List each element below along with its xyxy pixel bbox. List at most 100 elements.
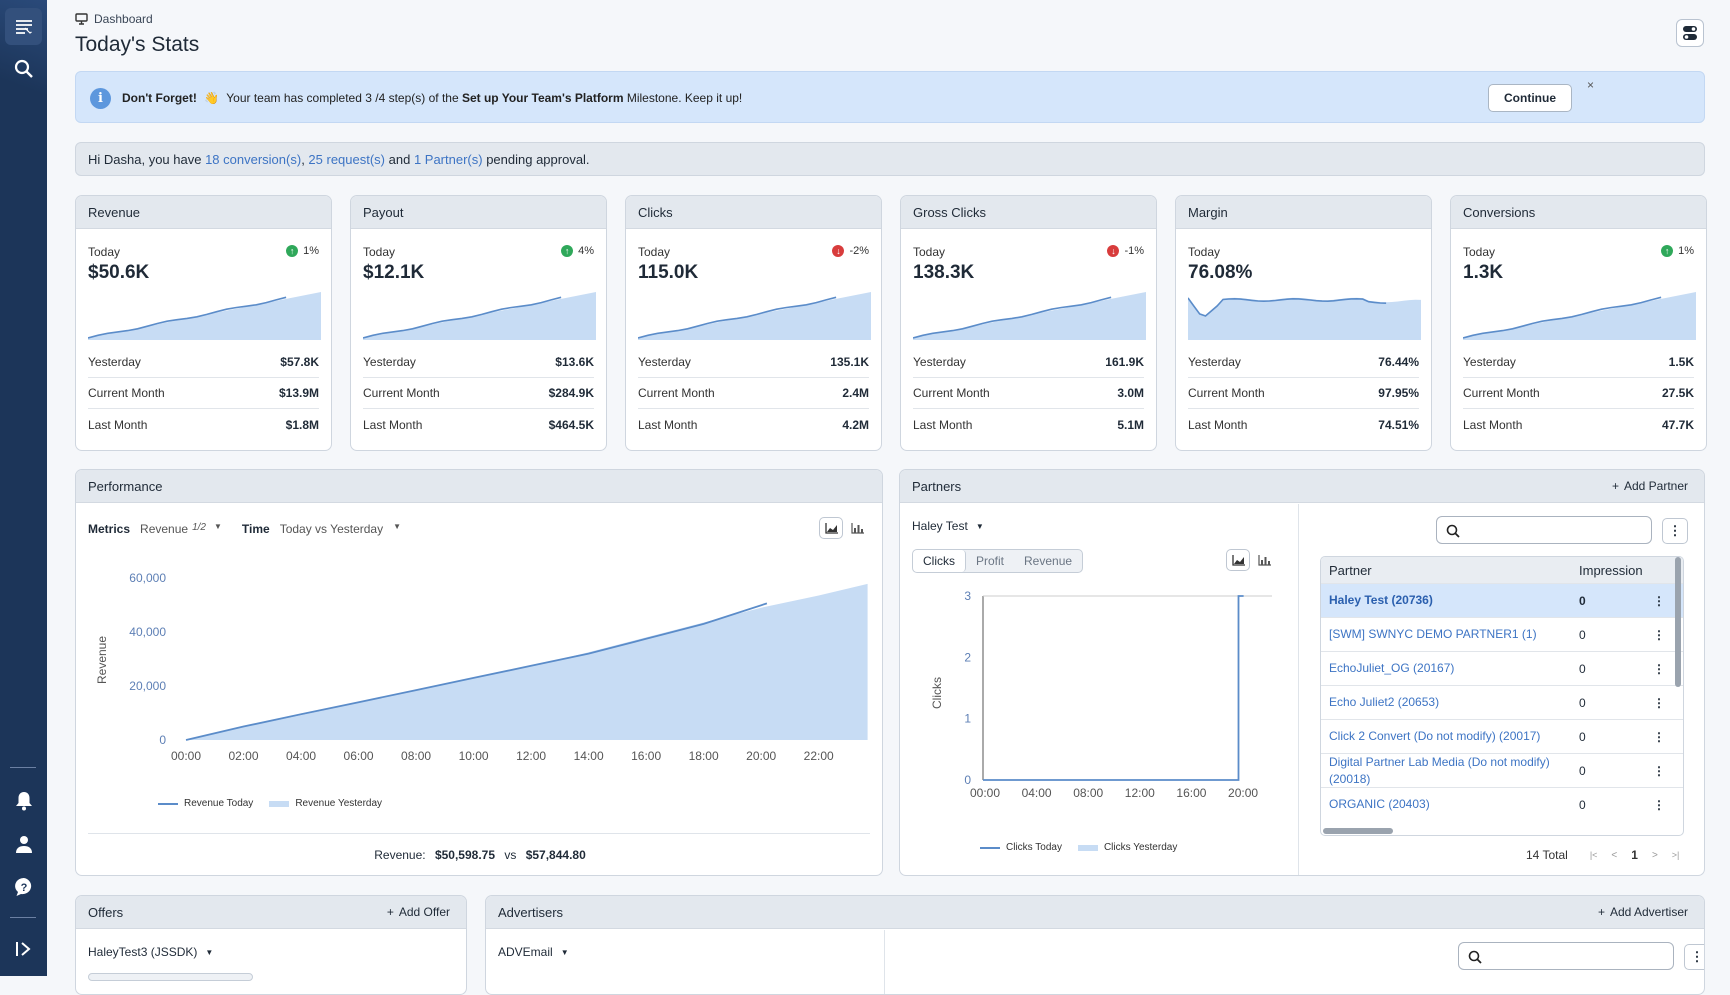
first-page-icon[interactable]: |< bbox=[1589, 850, 1598, 860]
area-chart-toggle[interactable] bbox=[819, 517, 843, 539]
last-page-icon[interactable]: >| bbox=[1671, 850, 1680, 860]
search-icon bbox=[1446, 524, 1460, 538]
partner-name-link[interactable]: Digital Partner Lab Media (Do not modify… bbox=[1329, 754, 1550, 786]
tab-profit[interactable]: Profit bbox=[976, 554, 1005, 568]
row-kebab-icon[interactable]: ⋮ bbox=[1653, 695, 1665, 710]
close-banner-button[interactable]: × bbox=[1587, 78, 1595, 92]
x-tick-label: 16:00 bbox=[1176, 786, 1206, 800]
sparkline-yesterday-area bbox=[638, 292, 871, 340]
advertiser-search-input[interactable] bbox=[1458, 942, 1674, 970]
col-partner[interactable]: Partner bbox=[1329, 562, 1372, 578]
add-partner-button[interactable]: + Add Partner bbox=[1612, 479, 1688, 493]
advertisers-title: Advertisers bbox=[498, 905, 564, 920]
stat-row: Yesterday $57.8K bbox=[88, 347, 319, 378]
pending-partners-link[interactable]: 1 Partner(s) bbox=[413, 152, 483, 167]
pending-requests-link[interactable]: 25 request(s) bbox=[308, 152, 386, 167]
row-kebab-icon[interactable]: ⋮ bbox=[1653, 763, 1665, 778]
metrics-select[interactable]: Revenue 1/2 ▼ bbox=[140, 522, 222, 536]
partner-options-button[interactable]: ⋮ bbox=[1662, 518, 1688, 544]
stat-row: Yesterday 1.5K bbox=[1463, 347, 1694, 378]
stat-row-value: 5.1M bbox=[1117, 417, 1144, 432]
x-tick-label: 00:00 bbox=[171, 749, 201, 763]
table-row[interactable]: [SWM] SWNYC DEMO PARTNER1 (1) 0 ⋮ bbox=[1321, 617, 1683, 651]
partner-name-link[interactable]: ORGANIC (20403) bbox=[1329, 797, 1430, 811]
offers-card: Offers + Add Offer HaleyTest3 (JSSDK) ▼ bbox=[75, 895, 467, 995]
partner-name-link[interactable]: Click 2 Convert (Do not modify) (20017) bbox=[1329, 729, 1541, 743]
profile-button[interactable] bbox=[5, 825, 42, 862]
sparkline-yesterday-area bbox=[913, 292, 1146, 340]
table-row[interactable]: EchoJuliet_OG (20167) 0 ⋮ bbox=[1321, 651, 1683, 685]
row-kebab-icon[interactable]: ⋮ bbox=[1653, 729, 1665, 744]
offer-select-value: HaleyTest3 (JSSDK) bbox=[88, 945, 198, 959]
col-impressions[interactable]: Impression bbox=[1579, 562, 1643, 578]
legend-swatch-yesterday bbox=[269, 800, 290, 807]
prev-page-icon[interactable]: < bbox=[1611, 849, 1618, 861]
row-kebab-icon[interactable]: ⋮ bbox=[1653, 661, 1665, 676]
row-kebab-icon[interactable]: ⋮ bbox=[1653, 627, 1665, 642]
partner-name-link[interactable]: [SWM] SWNYC DEMO PARTNER1 (1) bbox=[1329, 627, 1537, 641]
menu-button[interactable] bbox=[5, 8, 42, 45]
pending-conversions-link[interactable]: 18 conversion(s) bbox=[205, 152, 302, 167]
offer-select[interactable]: HaleyTest3 (JSSDK) ▼ bbox=[88, 945, 213, 959]
x-tick-label: 12:00 bbox=[516, 749, 546, 763]
table-row[interactable]: Echo Juliet2 (20653) 0 ⋮ bbox=[1321, 685, 1683, 719]
partner-select[interactable]: Haley Test ▼ bbox=[912, 519, 984, 533]
next-page-icon[interactable]: > bbox=[1651, 849, 1658, 861]
sparkline-chart bbox=[1188, 297, 1421, 340]
time-select[interactable]: Today vs Yesterday ▼ bbox=[280, 522, 401, 536]
advertiser-options-button[interactable]: ⋮ bbox=[1684, 944, 1704, 970]
clicks-chart: 0 1 2 3 00:00 04:00 08:00 12:00 16:00 20:00 Clicks bbox=[930, 589, 1272, 800]
caret-down-icon: ▼ bbox=[975, 521, 984, 531]
legend-label-today: Revenue Today bbox=[184, 798, 254, 809]
stat-row-label: Yesterday bbox=[88, 355, 141, 369]
partner-name-link[interactable]: EchoJuliet_OG (20167) bbox=[1329, 661, 1455, 675]
add-advertiser-button[interactable]: + Add Advertiser bbox=[1598, 905, 1688, 919]
partner-search-input[interactable] bbox=[1436, 516, 1652, 544]
expand-sidebar-button[interactable] bbox=[5, 930, 42, 967]
help-icon: ? bbox=[14, 877, 31, 896]
partner-area-chart-toggle[interactable] bbox=[1226, 549, 1250, 571]
table-row[interactable]: Haley Test (20736) 0 ⋮ bbox=[1321, 583, 1683, 617]
tab-revenue[interactable]: Revenue bbox=[1024, 554, 1073, 568]
add-offer-button[interactable]: + Add Offer bbox=[387, 905, 450, 919]
offer-tabs[interactable] bbox=[88, 973, 253, 981]
row-kebab-icon[interactable]: ⋮ bbox=[1653, 593, 1665, 608]
stat-row-label: Last Month bbox=[1188, 417, 1248, 432]
search-icon bbox=[14, 59, 33, 78]
partner-name-link[interactable]: Haley Test (20736) bbox=[1329, 593, 1433, 607]
search-button[interactable] bbox=[5, 50, 42, 87]
current-page[interactable]: 1 bbox=[1631, 848, 1638, 862]
bar-chart-toggle[interactable] bbox=[845, 517, 869, 539]
x-tick-label: 20:00 bbox=[1228, 786, 1258, 800]
advertiser-select[interactable]: ADVEmail ▼ bbox=[498, 945, 569, 959]
stat-row-label: Last Month bbox=[638, 417, 698, 432]
table-horizontal-scrollbar[interactable] bbox=[1323, 828, 1393, 834]
table-row[interactable]: Click 2 Convert (Do not modify) (20017) 0… bbox=[1321, 719, 1683, 753]
banner-text: Don't Forget! 👋 Your team has completed … bbox=[122, 91, 742, 105]
help-button[interactable]: ? bbox=[5, 868, 42, 905]
pending-greeting: Hi Dasha, you have bbox=[88, 152, 206, 167]
table-vertical-scrollbar[interactable] bbox=[1675, 557, 1681, 687]
stat-change: 1% bbox=[1678, 245, 1694, 257]
sidebar-divider bbox=[10, 917, 36, 918]
row-kebab-icon[interactable]: ⋮ bbox=[1653, 797, 1665, 812]
y-tick-label: 0 bbox=[964, 773, 971, 787]
table-row[interactable]: Digital Partner Lab Media (Do not modify… bbox=[1321, 753, 1683, 787]
continue-button[interactable]: Continue bbox=[1488, 84, 1572, 112]
partner-bar-chart-toggle[interactable] bbox=[1252, 549, 1276, 571]
breadcrumb-item[interactable]: Dashboard bbox=[94, 12, 153, 26]
layout-toggle-button[interactable] bbox=[1676, 19, 1704, 47]
table-row[interactable]: ORGANIC (20403) 0 ⋮ bbox=[1321, 787, 1683, 821]
advertisers-divider bbox=[884, 930, 885, 994]
stat-card-title: Gross Clicks bbox=[901, 196, 1156, 229]
plus-icon: + bbox=[1597, 905, 1605, 919]
tab-clicks[interactable]: Clicks bbox=[913, 550, 966, 572]
notifications-button[interactable] bbox=[5, 782, 42, 819]
x-tick-label: 04:00 bbox=[286, 749, 316, 763]
stat-card-revenue: Revenue Today ↑ 1% $50.6K Yesterday $57.8K… bbox=[75, 195, 332, 451]
main-content: Dashboard Today's Stats i Don't Forget! … bbox=[47, 0, 1730, 995]
svg-text:?: ? bbox=[20, 882, 27, 894]
partner-name-link[interactable]: Echo Juliet2 (20653) bbox=[1329, 695, 1440, 709]
stat-row: Last Month $464.5K bbox=[363, 409, 594, 440]
stat-row: Last Month $1.8M bbox=[88, 409, 319, 440]
